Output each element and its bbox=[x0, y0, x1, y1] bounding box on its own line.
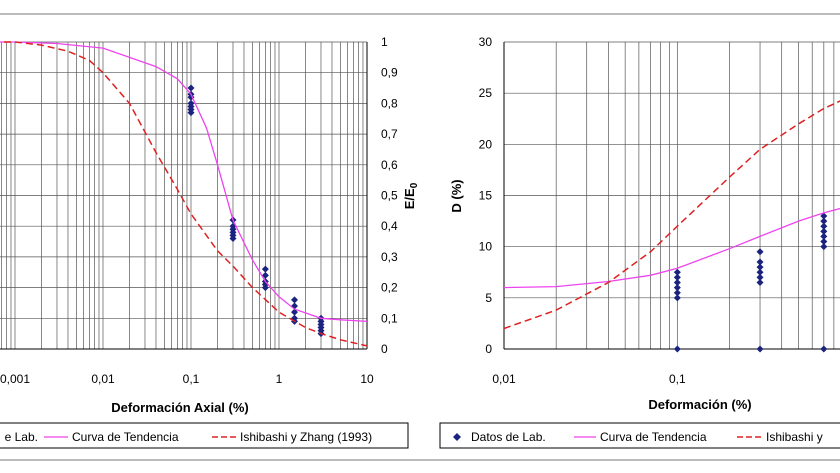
y-tick-label: 0,8 bbox=[381, 96, 398, 110]
data-point bbox=[673, 284, 681, 292]
right-y-axis-title: D (%) bbox=[449, 179, 464, 212]
y-tick-label: 0,1 bbox=[381, 311, 398, 325]
right-chart-series bbox=[503, 100, 840, 353]
trend-curve bbox=[0, 41, 368, 323]
y-tick-label: 0,2 bbox=[381, 281, 398, 295]
x-tick-label: 0,001 bbox=[0, 372, 30, 386]
y-tick-label: 0 bbox=[485, 342, 492, 356]
data-point bbox=[756, 268, 764, 276]
left-chart-series bbox=[0, 41, 368, 347]
data-point bbox=[261, 284, 269, 292]
left-legend-ishibashi-label: Ishibashi y Zhang (1993) bbox=[240, 430, 372, 444]
data-point bbox=[673, 268, 681, 276]
y-tick-label: 25 bbox=[479, 86, 493, 100]
y-tick-label: 15 bbox=[479, 189, 493, 203]
y-tick-label: 10 bbox=[479, 240, 493, 254]
y-tick-label: 0,9 bbox=[381, 66, 398, 80]
y-tick-label: 20 bbox=[479, 137, 493, 151]
left-chart-grid bbox=[0, 41, 368, 350]
data-point bbox=[261, 271, 269, 279]
figure-frame bbox=[0, 13, 840, 461]
x-tick-label: 0,01 bbox=[492, 372, 516, 386]
data-point bbox=[187, 84, 195, 92]
x-tick-label: 1 bbox=[276, 372, 283, 386]
data-point bbox=[756, 263, 764, 271]
y-tick-label: 1 bbox=[381, 35, 388, 49]
data-point bbox=[820, 222, 828, 230]
y-tick-label: 0,7 bbox=[381, 127, 398, 141]
y-tick-label: 0,4 bbox=[381, 219, 398, 233]
data-point bbox=[756, 345, 764, 353]
data-point bbox=[673, 294, 681, 302]
y-tick-label: 0,6 bbox=[381, 158, 398, 172]
left-legend-tendencia-label: Curva de Tendencia bbox=[72, 430, 179, 444]
data-point bbox=[229, 234, 237, 242]
right-legend-ishibashi-label: Ishibashi y bbox=[766, 430, 823, 444]
data-point bbox=[187, 109, 195, 117]
data-point bbox=[261, 265, 269, 273]
data-point bbox=[673, 289, 681, 297]
left-chart-tick-labels: 0 0,1 0,2 0,3 0,4 0,5 0,6 0,7 0,8 0,9 1 0,001 0,01 0,… bbox=[0, 35, 398, 386]
left-y-axis-title-group: E/E0 bbox=[402, 182, 420, 209]
data-point bbox=[820, 238, 828, 246]
y-tick-label: 0,5 bbox=[381, 189, 398, 203]
right-legend-tendencia-label: Curva de Tendencia bbox=[600, 430, 707, 444]
left-legend-datos-label: e Lab. bbox=[5, 430, 38, 444]
y-tick-label: 0,3 bbox=[381, 250, 398, 264]
data-point bbox=[290, 308, 298, 316]
legend-box-right bbox=[439, 422, 840, 449]
data-point bbox=[756, 248, 764, 256]
data-point bbox=[820, 345, 828, 353]
y-tick-label: 0 bbox=[381, 342, 388, 356]
y-tick-label: 5 bbox=[485, 291, 492, 305]
data-point bbox=[820, 212, 828, 220]
right-legend: Datos de Lab. Curva de Tendencia Ishibas… bbox=[453, 430, 823, 444]
data-point bbox=[756, 278, 764, 286]
right-x-axis-title: Deformación (%) bbox=[648, 397, 751, 412]
ishibashi-zhang-curve bbox=[503, 100, 840, 330]
data-point bbox=[673, 273, 681, 281]
legend-box-left bbox=[0, 422, 409, 449]
right-legend-datos-marker bbox=[453, 433, 461, 441]
right-legend-datos-label: Datos de Lab. bbox=[471, 430, 546, 444]
data-point bbox=[673, 278, 681, 286]
trend-curve bbox=[503, 207, 840, 289]
left-y-axis-title: E/E0 bbox=[402, 182, 420, 209]
x-tick-label: 0,01 bbox=[91, 372, 115, 386]
data-point bbox=[756, 273, 764, 281]
left-legend: e Lab. Curva de Tendencia Ishibashi y Zh… bbox=[5, 430, 372, 444]
x-tick-label: 10 bbox=[360, 372, 374, 386]
right-y-axis-title-group: D (%) bbox=[449, 179, 464, 212]
right-chart-grid bbox=[503, 41, 840, 350]
data-point bbox=[290, 296, 298, 304]
y-tick-label: 30 bbox=[479, 35, 493, 49]
data-point bbox=[820, 217, 828, 225]
data-point bbox=[756, 258, 764, 266]
left-x-axis-title: Deformación Axial (%) bbox=[111, 400, 249, 415]
data-point bbox=[820, 243, 828, 251]
data-point bbox=[820, 232, 828, 240]
ishibashi-zhang-curve bbox=[0, 41, 368, 347]
data-point bbox=[673, 345, 681, 353]
x-tick-label: 0,1 bbox=[183, 372, 200, 386]
data-point bbox=[820, 227, 828, 235]
x-tick-label: 0,1 bbox=[669, 372, 686, 386]
